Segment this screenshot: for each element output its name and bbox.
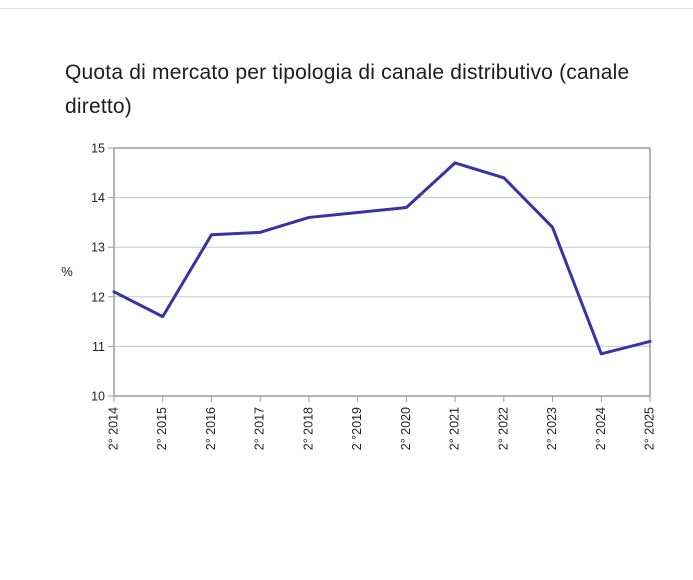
x-tick-label: 2° 2017 (253, 407, 267, 450)
x-tick-label: 2° 2023 (545, 407, 559, 450)
x-tick-label: 2° 2022 (496, 407, 510, 450)
y-tick-label: 11 (92, 340, 105, 354)
top-divider (0, 8, 693, 9)
y-tick-label: 12 (91, 290, 105, 304)
x-tick-label: 2° 2021 (448, 407, 462, 450)
data-line (112, 161, 652, 356)
y-tick-label: 15 (91, 142, 105, 156)
x-tick-label: 2° 2016 (204, 407, 218, 450)
x-tick-label: 2° 2015 (155, 407, 169, 450)
x-tick-label: 2° 2018 (301, 407, 315, 450)
x-tick-label: 2 °2019 (350, 407, 364, 450)
chart-title: Quota di mercato per tipologia di canale… (65, 61, 630, 118)
x-tick-label: 2° 2024 (594, 407, 608, 450)
plot-frame (113, 147, 651, 397)
x-tick-label: 2° 2020 (399, 407, 413, 450)
y-axis-title: % (61, 264, 73, 279)
y-tick-label: 14 (91, 191, 105, 205)
x-tick-label: 2° 2025 (643, 407, 657, 450)
y-tick-label: 10 (91, 390, 105, 404)
x-tick-label: 2° 2014 (107, 407, 121, 450)
y-tick-label: 13 (91, 241, 105, 255)
